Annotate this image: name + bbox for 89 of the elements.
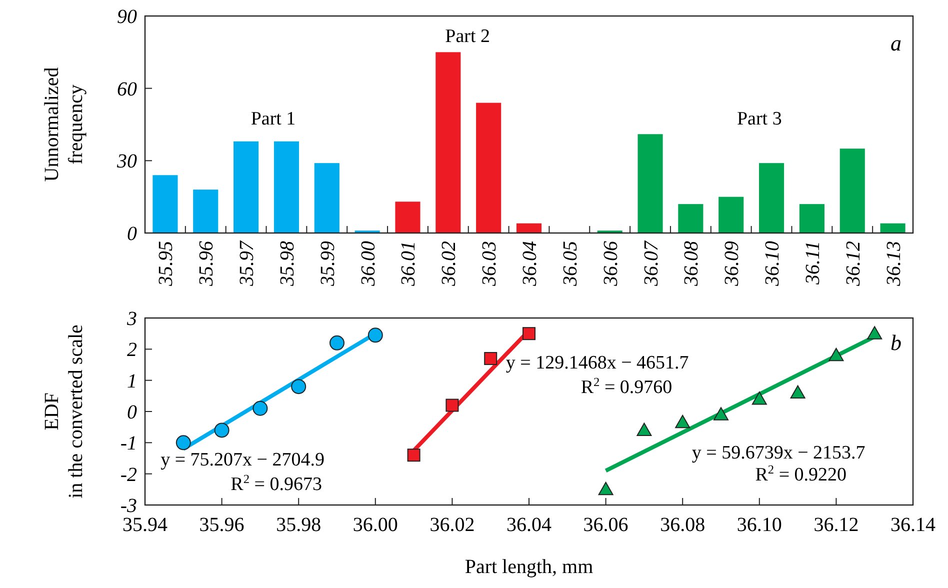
x-tick-label: 36.01 (398, 241, 420, 287)
point (368, 328, 383, 343)
x-tick-label: 35.95 (155, 241, 178, 287)
x-tick-label: 36.04 (506, 514, 552, 536)
x-tick-label: 35.96 (196, 241, 218, 287)
point (790, 385, 806, 399)
x-tick-label: 36.00 (352, 514, 398, 536)
point (522, 327, 536, 340)
bar (718, 196, 744, 233)
x-tick-label: 35.98 (276, 514, 322, 536)
annotation: Part 3 (736, 108, 782, 130)
bar (638, 134, 663, 233)
x-tick-label: 36.06 (583, 514, 628, 536)
x-tick-label: 36.03 (478, 241, 501, 287)
bar (476, 102, 502, 233)
y-tick-label: 2 (127, 339, 137, 362)
x-tick-label: 36.05 (559, 241, 582, 287)
x-tick-label: 35.96 (199, 514, 244, 536)
point (484, 352, 498, 366)
annotation: Part 1 (250, 108, 296, 130)
point (636, 422, 652, 436)
x-tick-label: 36.08 (660, 514, 706, 536)
x-tick-label: 36.00 (357, 241, 380, 287)
point (598, 482, 614, 496)
bar (234, 141, 259, 233)
x-tick-label: 35.99 (316, 241, 339, 287)
x-tick-label: 36.09 (721, 241, 744, 287)
bar (314, 163, 340, 233)
point (867, 326, 882, 340)
y-tick-label: 0 (127, 223, 137, 245)
point (252, 400, 268, 416)
annotation: a (890, 30, 902, 56)
y-tick-label: 1 (127, 370, 137, 392)
annotation: y = 75.207x − 2704.9 (160, 450, 325, 471)
y-tick-label: -1 (120, 432, 137, 455)
bar (516, 223, 542, 233)
point (330, 335, 344, 350)
x-tick-label: 36.02 (430, 514, 475, 536)
annotation: R$^{2}$ = 0.9760 (580, 374, 672, 398)
bar (193, 190, 218, 233)
annotation: R$^{2}$ = 0.9220 (755, 462, 847, 486)
y-tick-label: 3 (126, 308, 137, 330)
y-axis-title: EDF in the converted scale (41, 324, 87, 498)
x-tick-label: 36.07 (640, 240, 662, 287)
x-tick-label: 36.12 (842, 241, 864, 287)
annotation: Part 2 (445, 26, 490, 48)
annotation: b (890, 330, 902, 355)
point (214, 422, 230, 438)
x-tick-label: 36.14 (890, 514, 936, 536)
annotation: R$^{2}$ = 0.9673 (230, 472, 322, 496)
x-axis-title: Part length, mm (464, 556, 594, 578)
x-tick-label: 36.10 (762, 241, 784, 287)
x-tick-label: 35.97 (236, 240, 258, 287)
annotation: y = 59.6739x − 2153.7 (692, 442, 866, 464)
y-tick-label: 0 (127, 402, 137, 424)
point (675, 414, 690, 428)
x-tick-label: 36.12 (814, 514, 859, 536)
bar (880, 223, 906, 233)
bar (436, 52, 461, 233)
point (291, 379, 306, 394)
x-tick-label: 36.02 (438, 241, 460, 287)
point (407, 448, 420, 462)
bar (152, 175, 178, 233)
point (446, 398, 459, 412)
y-tick-label: 60 (117, 78, 137, 100)
bar (758, 163, 784, 233)
point (714, 407, 728, 420)
y-tick-label: -3 (120, 495, 137, 517)
x-tick-label: 36.08 (680, 241, 703, 287)
x-tick-label: 35.94 (122, 514, 168, 536)
bar (840, 148, 865, 233)
point (176, 435, 191, 450)
bar (274, 141, 300, 233)
bar (799, 204, 824, 233)
x-tick-label: 36.06 (600, 241, 622, 287)
point (752, 392, 767, 405)
bar (395, 202, 420, 233)
x-tick-label: 36.04 (519, 241, 541, 287)
x-tick-label: 36.13 (882, 241, 905, 287)
x-tick-label: 36.11 (802, 241, 824, 286)
y-tick-label: 90 (117, 6, 137, 28)
y-axis-title: Unnormalized frequency (41, 67, 87, 182)
y-tick-label: -2 (120, 464, 137, 486)
x-tick-label: 35.98 (276, 241, 298, 287)
bar (678, 204, 704, 233)
x-tick-label: 36.10 (736, 514, 782, 536)
annotation: y = 129.1468x − 4651.7 (506, 352, 689, 374)
point (828, 348, 844, 362)
y-tick-label: 30 (116, 150, 137, 173)
